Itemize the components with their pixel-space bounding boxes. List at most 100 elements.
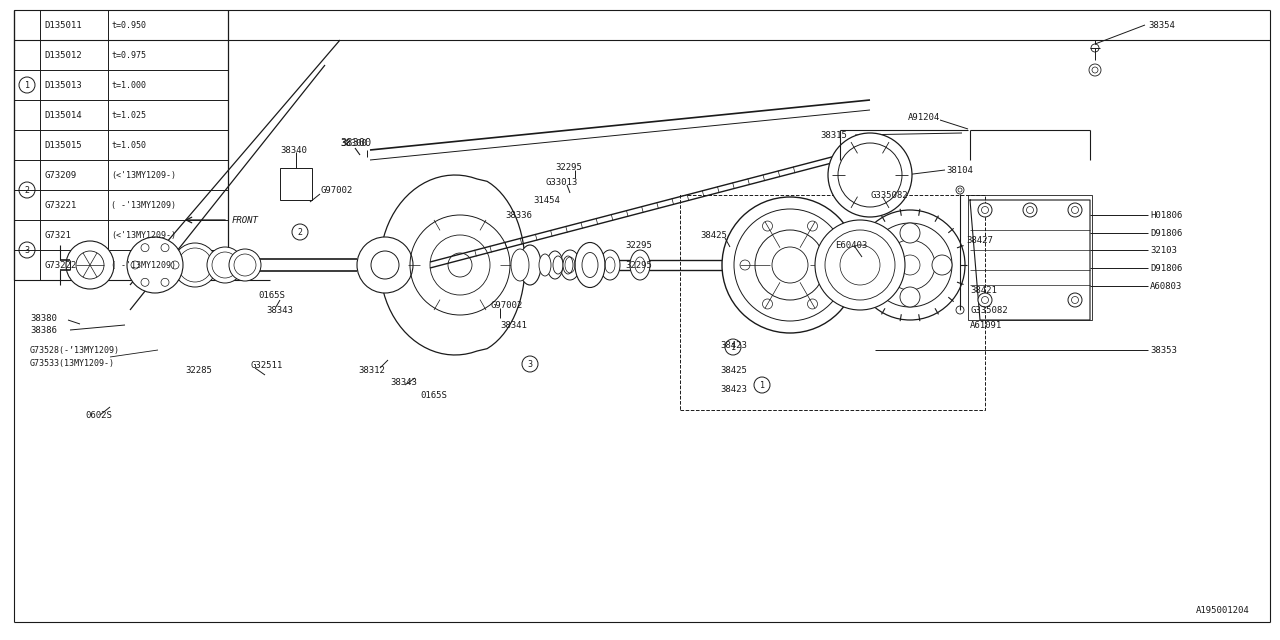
Circle shape bbox=[1023, 203, 1037, 217]
Text: 0165S: 0165S bbox=[259, 291, 285, 300]
Text: 38354: 38354 bbox=[1148, 20, 1175, 29]
Circle shape bbox=[173, 243, 218, 287]
Text: 2: 2 bbox=[24, 186, 29, 195]
Polygon shape bbox=[160, 259, 357, 271]
Text: D91806: D91806 bbox=[1149, 264, 1183, 273]
Text: 38336: 38336 bbox=[506, 211, 532, 220]
Text: G33013: G33013 bbox=[545, 177, 577, 186]
Text: 32285: 32285 bbox=[186, 365, 212, 374]
Text: t=1.000: t=1.000 bbox=[111, 81, 146, 90]
Circle shape bbox=[828, 133, 913, 217]
Bar bbox=[968, 195, 1092, 320]
Bar bbox=[280, 168, 312, 200]
Text: 38427: 38427 bbox=[966, 236, 993, 244]
Circle shape bbox=[932, 255, 952, 275]
Text: G97002: G97002 bbox=[320, 186, 352, 195]
Text: 38425: 38425 bbox=[721, 365, 746, 374]
Text: 2: 2 bbox=[297, 227, 302, 237]
Bar bbox=[680, 195, 986, 410]
Text: G32511: G32511 bbox=[250, 360, 283, 369]
Circle shape bbox=[900, 223, 920, 243]
Ellipse shape bbox=[561, 250, 580, 280]
Circle shape bbox=[67, 241, 114, 289]
Text: ( -'13MY1209): ( -'13MY1209) bbox=[111, 260, 177, 269]
Circle shape bbox=[868, 255, 888, 275]
Circle shape bbox=[1089, 64, 1101, 76]
Text: 1: 1 bbox=[759, 381, 764, 390]
Circle shape bbox=[127, 237, 183, 293]
Text: 38343: 38343 bbox=[266, 305, 293, 314]
Text: 38353: 38353 bbox=[1149, 346, 1176, 355]
Text: G335082: G335082 bbox=[970, 305, 1007, 314]
Circle shape bbox=[1068, 203, 1082, 217]
Text: FRONT: FRONT bbox=[232, 216, 259, 225]
Text: D91806: D91806 bbox=[1149, 228, 1183, 237]
Text: 32103: 32103 bbox=[1149, 246, 1176, 255]
Text: 0165S: 0165S bbox=[420, 390, 447, 399]
Text: D135015: D135015 bbox=[44, 141, 82, 150]
Polygon shape bbox=[380, 175, 525, 355]
Text: D135011: D135011 bbox=[44, 20, 82, 29]
Text: 32295: 32295 bbox=[625, 260, 652, 269]
Ellipse shape bbox=[547, 251, 563, 279]
Ellipse shape bbox=[539, 254, 550, 276]
Circle shape bbox=[207, 247, 243, 283]
Ellipse shape bbox=[553, 256, 563, 274]
Text: 38104: 38104 bbox=[946, 166, 973, 175]
Text: (<'13MY1209-): (<'13MY1209-) bbox=[111, 230, 177, 239]
Text: 38380: 38380 bbox=[29, 314, 56, 323]
Ellipse shape bbox=[518, 245, 541, 285]
Text: G73222: G73222 bbox=[44, 260, 77, 269]
Text: G335082: G335082 bbox=[870, 191, 908, 200]
Text: A61091: A61091 bbox=[970, 321, 1002, 330]
Text: G97002: G97002 bbox=[490, 301, 522, 310]
Text: 38340: 38340 bbox=[280, 145, 307, 154]
Ellipse shape bbox=[575, 243, 605, 287]
Text: D135013: D135013 bbox=[44, 81, 82, 90]
Circle shape bbox=[229, 249, 261, 281]
Text: 1: 1 bbox=[731, 342, 736, 351]
Ellipse shape bbox=[630, 250, 650, 280]
Text: G73221: G73221 bbox=[44, 200, 77, 209]
Ellipse shape bbox=[563, 256, 573, 274]
Text: G73209: G73209 bbox=[44, 170, 77, 179]
Circle shape bbox=[978, 293, 992, 307]
Circle shape bbox=[855, 210, 965, 320]
Circle shape bbox=[900, 287, 920, 307]
Text: H01806: H01806 bbox=[1149, 211, 1183, 220]
Text: G7321: G7321 bbox=[44, 230, 70, 239]
Text: 38423: 38423 bbox=[721, 340, 746, 349]
Text: 38315: 38315 bbox=[820, 131, 847, 140]
Text: 3: 3 bbox=[24, 246, 29, 255]
Circle shape bbox=[815, 220, 905, 310]
Text: E60403: E60403 bbox=[835, 241, 868, 250]
Text: 38386: 38386 bbox=[29, 326, 56, 335]
Text: t=0.950: t=0.950 bbox=[111, 20, 146, 29]
Text: 32295: 32295 bbox=[625, 241, 652, 250]
Text: t=1.050: t=1.050 bbox=[111, 141, 146, 150]
Text: 38343: 38343 bbox=[390, 378, 417, 387]
Text: 38421: 38421 bbox=[970, 285, 997, 294]
Text: 0602S: 0602S bbox=[84, 410, 111, 419]
Text: 38312: 38312 bbox=[358, 365, 385, 374]
Text: A91204: A91204 bbox=[908, 113, 940, 122]
Text: t=0.975: t=0.975 bbox=[111, 51, 146, 60]
Text: 32295: 32295 bbox=[556, 163, 582, 172]
Ellipse shape bbox=[600, 250, 620, 280]
Polygon shape bbox=[515, 260, 780, 270]
Text: G73528(-’13MY1209): G73528(-’13MY1209) bbox=[29, 346, 120, 355]
Text: 38425: 38425 bbox=[700, 230, 727, 239]
Ellipse shape bbox=[511, 249, 529, 281]
Text: A60803: A60803 bbox=[1149, 282, 1183, 291]
Text: 38300: 38300 bbox=[340, 138, 367, 147]
Polygon shape bbox=[970, 200, 1091, 320]
Text: D135014: D135014 bbox=[44, 111, 82, 120]
Text: ( -'13MY1209): ( -'13MY1209) bbox=[111, 200, 177, 209]
Text: 38341: 38341 bbox=[500, 321, 527, 330]
Text: 3: 3 bbox=[527, 360, 532, 369]
Text: A195001204: A195001204 bbox=[1197, 606, 1251, 615]
Circle shape bbox=[1068, 293, 1082, 307]
Circle shape bbox=[722, 197, 858, 333]
Text: (<'13MY1209-): (<'13MY1209-) bbox=[111, 170, 177, 179]
Text: 1: 1 bbox=[24, 81, 29, 90]
